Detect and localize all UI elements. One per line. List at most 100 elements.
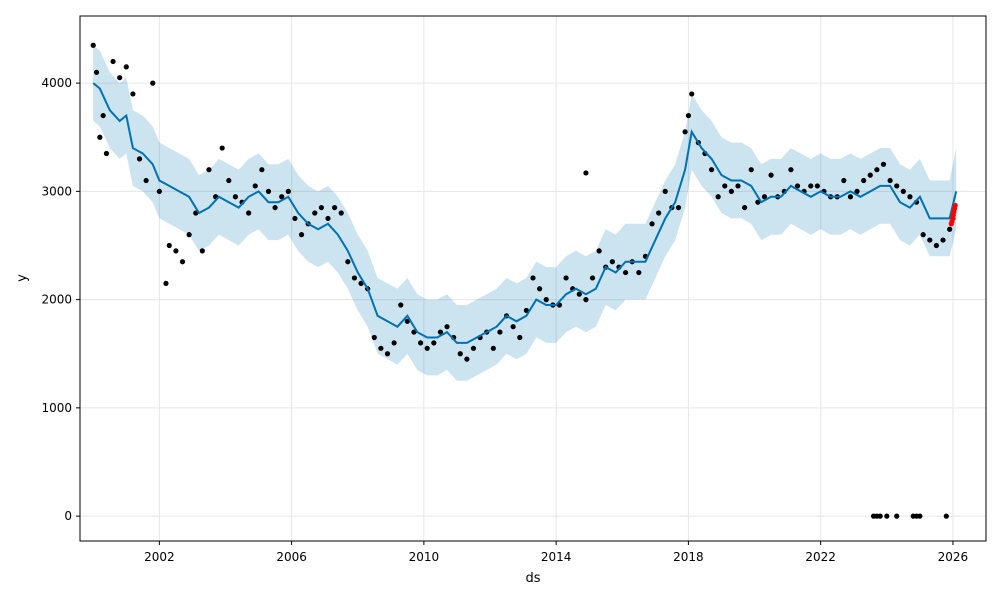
observed-point: [490, 345, 496, 351]
observed-point: [470, 345, 477, 351]
observed-point: [877, 513, 883, 519]
observed-point: [232, 194, 239, 200]
observed-point: [398, 302, 404, 308]
observed-point: [143, 177, 149, 184]
observed-point: [894, 513, 900, 519]
observed-point: [808, 183, 814, 189]
observed-point: [351, 275, 358, 281]
observed-point: [391, 340, 397, 346]
observed-point: [814, 183, 820, 189]
observed-point: [338, 210, 344, 216]
observed-point: [894, 183, 900, 189]
observed-point: [206, 167, 212, 173]
observed-point: [933, 242, 940, 249]
observed-point: [424, 345, 430, 351]
observed-point: [417, 340, 424, 346]
observed-point: [173, 248, 179, 254]
observed-point: [246, 210, 252, 216]
observed-point: [728, 188, 734, 194]
y-tick-label: 4000: [41, 76, 72, 90]
observed-point: [907, 194, 913, 200]
observed-point: [596, 248, 602, 254]
observed-point: [847, 194, 854, 200]
observed-point: [761, 194, 768, 200]
observed-point: [431, 340, 437, 346]
observed-point: [682, 129, 688, 135]
observed-point: [325, 215, 331, 222]
future-point: [952, 202, 958, 209]
observed-point: [874, 167, 880, 173]
observed-point: [457, 351, 463, 357]
observed-point: [861, 177, 867, 184]
observed-point: [943, 513, 949, 519]
uncertainty-area: [93, 45, 957, 381]
observed-point: [156, 188, 162, 194]
observed-point: [636, 269, 642, 276]
observed-point: [312, 210, 318, 216]
observed-point: [517, 334, 523, 341]
observed-point: [150, 80, 156, 86]
observed-point: [93, 69, 100, 75]
observed-point: [920, 232, 926, 238]
plot-frame: [79, 15, 987, 542]
x-axis-ticks: 2002 2006 2010 2014 2018 2022 2026: [144, 541, 968, 564]
observed-point: [900, 188, 906, 194]
observed-point: [583, 170, 589, 176]
observed-point: [332, 204, 338, 211]
observed-point: [523, 307, 529, 314]
observed-point: [110, 58, 116, 65]
observed-point: [589, 275, 596, 281]
observed-point: [497, 329, 503, 335]
observed-point: [887, 177, 893, 184]
observed-point: [884, 513, 890, 519]
observed-point: [715, 194, 721, 200]
observed-point: [947, 226, 953, 232]
observed-point: [130, 91, 136, 97]
y-gridlines: [80, 82, 986, 517]
observed-point: [940, 237, 946, 243]
observed-point: [265, 188, 272, 194]
observed-point: [298, 232, 305, 238]
x-axis-label: ds: [525, 571, 540, 586]
observed-point: [609, 259, 615, 265]
observed-point: [345, 259, 351, 265]
observed-point: [193, 210, 199, 216]
observed-point: [199, 248, 205, 254]
observed-point: [689, 91, 695, 97]
observed-point: [103, 150, 110, 157]
observed-points: [90, 42, 956, 519]
observed-point: [186, 232, 192, 238]
observed-point: [543, 297, 549, 303]
observed-point: [371, 334, 377, 341]
observed-point: [318, 204, 324, 211]
observed-point: [226, 177, 232, 184]
observed-point: [259, 167, 265, 173]
observed-point: [272, 204, 278, 211]
x-gridlines: [158, 16, 954, 541]
x-tick-label: 2010: [409, 550, 440, 564]
observed-point: [252, 183, 258, 189]
uncertainty-band: [93, 45, 957, 381]
y-axis-label: y: [15, 274, 30, 282]
observed-point: [411, 329, 417, 335]
observed-point: [768, 172, 774, 178]
observed-point: [166, 242, 172, 249]
y-tick-label: 2000: [41, 293, 72, 307]
observed-point: [854, 188, 860, 194]
observed-point: [384, 351, 391, 357]
observed-point: [788, 167, 794, 173]
observed-point: [656, 210, 662, 216]
observed-point: [583, 297, 589, 303]
observed-point: [279, 194, 285, 200]
observed-point: [880, 161, 887, 167]
observed-point: [748, 167, 754, 173]
observed-point: [123, 64, 129, 70]
y-tick-label: 1000: [41, 401, 72, 415]
observed-point: [563, 275, 569, 281]
observed-point: [722, 183, 728, 189]
observed-point: [179, 259, 186, 265]
future-points: [948, 202, 958, 227]
observed-point: [841, 177, 847, 184]
observed-point: [576, 291, 582, 297]
observed-point: [510, 324, 516, 330]
